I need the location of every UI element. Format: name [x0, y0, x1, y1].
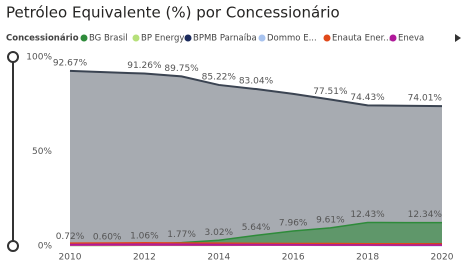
area	[70, 70, 442, 246]
data-label: 89.75%	[164, 64, 199, 74]
y-tick-label: 0%	[38, 242, 53, 252]
y-tick-label: 50%	[32, 147, 52, 157]
line	[69, 242, 443, 245]
data-label: 3.02%	[205, 228, 234, 238]
data-label: 91.26%	[127, 61, 162, 71]
area	[70, 222, 442, 246]
legend-marker	[132, 34, 140, 42]
legend-label: Dommo E...	[267, 34, 317, 44]
data-label: 12.43%	[350, 210, 385, 220]
x-tick-label: 2020	[431, 253, 454, 263]
x-tick-label: 2018	[356, 253, 379, 263]
legend-label: BG Brasil	[89, 34, 128, 44]
data-label: 74.01%	[408, 94, 443, 104]
legend-label: BP Energy	[141, 34, 184, 44]
data-label: 0.60%	[93, 232, 122, 242]
data-label: 12.34%	[408, 210, 443, 220]
chart-title: Petróleo Equivalente (%) por Concessioná…	[6, 4, 340, 22]
legend-marker	[389, 34, 397, 42]
data-label: 77.51%	[313, 87, 348, 97]
x-tick-label: 2014	[207, 253, 230, 263]
data-label: 5.64%	[242, 223, 271, 233]
data-label: 85.22%	[202, 72, 237, 82]
legend-title: Concessionário	[6, 34, 79, 44]
legend-next[interactable]	[455, 34, 461, 42]
data-label: 74.43%	[350, 93, 385, 103]
data-label: 0.72%	[56, 232, 85, 242]
legend-marker	[258, 34, 266, 42]
data-label: 7.96%	[279, 218, 308, 228]
slider-handle[interactable]	[7, 51, 19, 63]
data-label: 1.06%	[130, 231, 159, 241]
data-label: 83.04%	[239, 77, 274, 87]
legend-marker	[184, 34, 192, 42]
line	[69, 69, 443, 108]
legend-marker	[323, 34, 331, 42]
line	[69, 243, 442, 246]
x-tick-label: 2010	[59, 253, 82, 263]
legend-label: Enauta Ener...	[332, 34, 391, 44]
legend-marker	[80, 34, 88, 42]
x-tick-label: 2012	[133, 253, 156, 263]
data-label: 9.61%	[316, 215, 345, 225]
data-label: 92.67%	[53, 58, 88, 68]
legend-label: Eneva	[398, 34, 424, 44]
x-tick-label: 2016	[282, 253, 305, 263]
y-tick-label: 100%	[26, 53, 52, 63]
data-label: 1.77%	[167, 230, 196, 240]
legend-label: BPMB Parnaíba	[193, 34, 257, 44]
slider-handle[interactable]	[7, 240, 19, 252]
